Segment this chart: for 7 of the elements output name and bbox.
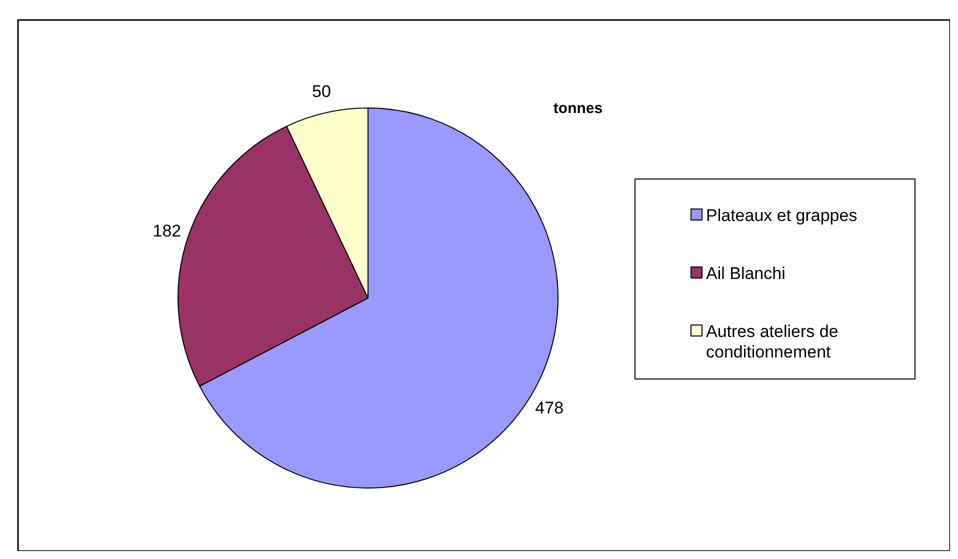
legend-label: Plateaux et grappes bbox=[706, 206, 858, 225]
data-label: 182 bbox=[152, 222, 182, 241]
data-label: 50 bbox=[312, 82, 331, 102]
legend-label: Autres ateliers de conditionnement bbox=[706, 322, 838, 362]
legend-label: Ail Blanchi bbox=[706, 264, 786, 283]
text: tonnes bbox=[553, 100, 603, 117]
data-label: 478 bbox=[535, 398, 564, 418]
